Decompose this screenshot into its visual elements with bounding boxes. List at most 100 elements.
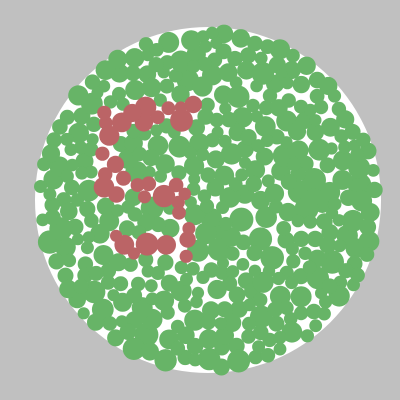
ground-dot	[227, 349, 251, 373]
ground-dot	[154, 349, 177, 372]
ground-dot	[100, 275, 116, 290]
ground-dot	[219, 102, 232, 115]
ground-dot	[34, 180, 47, 193]
ground-dot	[221, 111, 237, 128]
ground-dot	[154, 169, 168, 183]
figure-dot	[170, 108, 193, 132]
ground-dot	[188, 353, 202, 367]
ground-dot	[252, 340, 266, 354]
ground-dot	[347, 173, 372, 197]
ground-dot	[251, 139, 265, 153]
ground-dot	[253, 292, 268, 308]
ground-dot	[307, 230, 324, 248]
ground-dot	[309, 114, 322, 127]
ground-dot	[309, 88, 325, 104]
ground-dot	[87, 313, 105, 331]
ground-dot	[332, 214, 346, 227]
ground-dot	[319, 236, 337, 254]
ground-dot	[278, 202, 298, 222]
ground-dot	[119, 220, 136, 237]
ground-dot	[99, 211, 120, 232]
ground-dot	[242, 316, 256, 331]
ground-dot	[108, 49, 128, 69]
ground-dot	[186, 262, 200, 276]
ground-dot	[222, 313, 242, 333]
ground-dot	[280, 136, 293, 149]
figure-dot	[138, 190, 151, 204]
ground-dot	[286, 254, 301, 269]
ground-dot	[186, 337, 204, 355]
ground-dot	[138, 252, 154, 268]
ground-dot	[131, 276, 146, 292]
ground-dot	[327, 197, 342, 211]
ground-dot	[247, 35, 263, 52]
ground-dot	[350, 147, 364, 162]
figure-dot	[108, 186, 125, 203]
ground-dot	[170, 341, 186, 356]
ground-dot	[302, 260, 317, 275]
ground-dot	[199, 329, 219, 349]
ground-dot	[226, 265, 240, 279]
ground-dot	[48, 253, 65, 270]
ground-dot	[319, 157, 336, 174]
figure-dot	[161, 101, 176, 116]
ground-dot	[254, 51, 268, 65]
ground-dot	[75, 152, 94, 171]
ground-dot	[240, 129, 257, 146]
ground-dot	[229, 207, 254, 232]
ground-dot	[302, 168, 326, 192]
ground-dot	[261, 174, 275, 188]
ground-dot	[281, 76, 294, 90]
ground-dot	[170, 50, 192, 73]
ground-dot	[187, 60, 201, 73]
ground-dot	[294, 306, 309, 321]
ground-dot	[171, 85, 190, 104]
figure-dot	[135, 232, 159, 256]
ground-dot	[149, 43, 164, 57]
ground-dot	[298, 246, 312, 260]
ground-dot	[109, 253, 128, 272]
ground-dot	[158, 31, 180, 53]
ground-dot	[112, 86, 126, 101]
figure-dot	[179, 249, 193, 263]
ground-dot	[303, 215, 318, 229]
ground-dot	[236, 258, 250, 271]
ground-dot	[174, 260, 189, 275]
figure-dot	[178, 187, 192, 201]
ground-dot	[82, 280, 106, 304]
ground-dot	[225, 246, 240, 261]
ground-dot	[273, 342, 287, 356]
ground-dot	[125, 65, 141, 82]
figure-dot	[172, 205, 186, 220]
ground-dot	[140, 342, 159, 361]
ground-dot	[80, 241, 94, 255]
figure-dot	[130, 178, 145, 193]
ground-dot	[359, 218, 377, 236]
ground-dot	[216, 200, 230, 214]
figure-dot	[116, 170, 131, 186]
ground-dot	[200, 97, 215, 113]
ground-dot	[250, 79, 263, 93]
ground-dot	[273, 331, 287, 345]
ground-dot	[270, 99, 288, 117]
ground-dot	[309, 319, 323, 333]
figure-dot	[127, 247, 140, 260]
ground-dot	[291, 214, 305, 228]
ground-dot	[221, 227, 242, 247]
ground-dot	[206, 150, 225, 169]
ground-dot	[184, 155, 205, 177]
ground-dot	[359, 247, 375, 262]
ground-dot	[141, 77, 162, 98]
ground-dot	[259, 100, 274, 116]
ground-dot	[209, 112, 224, 128]
ground-dot	[205, 133, 220, 148]
ground-dot	[93, 245, 114, 265]
ground-dot	[96, 197, 115, 216]
ground-dot	[75, 166, 89, 180]
ground-dot	[320, 250, 345, 274]
ground-dot	[171, 165, 187, 181]
ground-dot	[60, 202, 78, 221]
figure-dot	[106, 155, 124, 173]
